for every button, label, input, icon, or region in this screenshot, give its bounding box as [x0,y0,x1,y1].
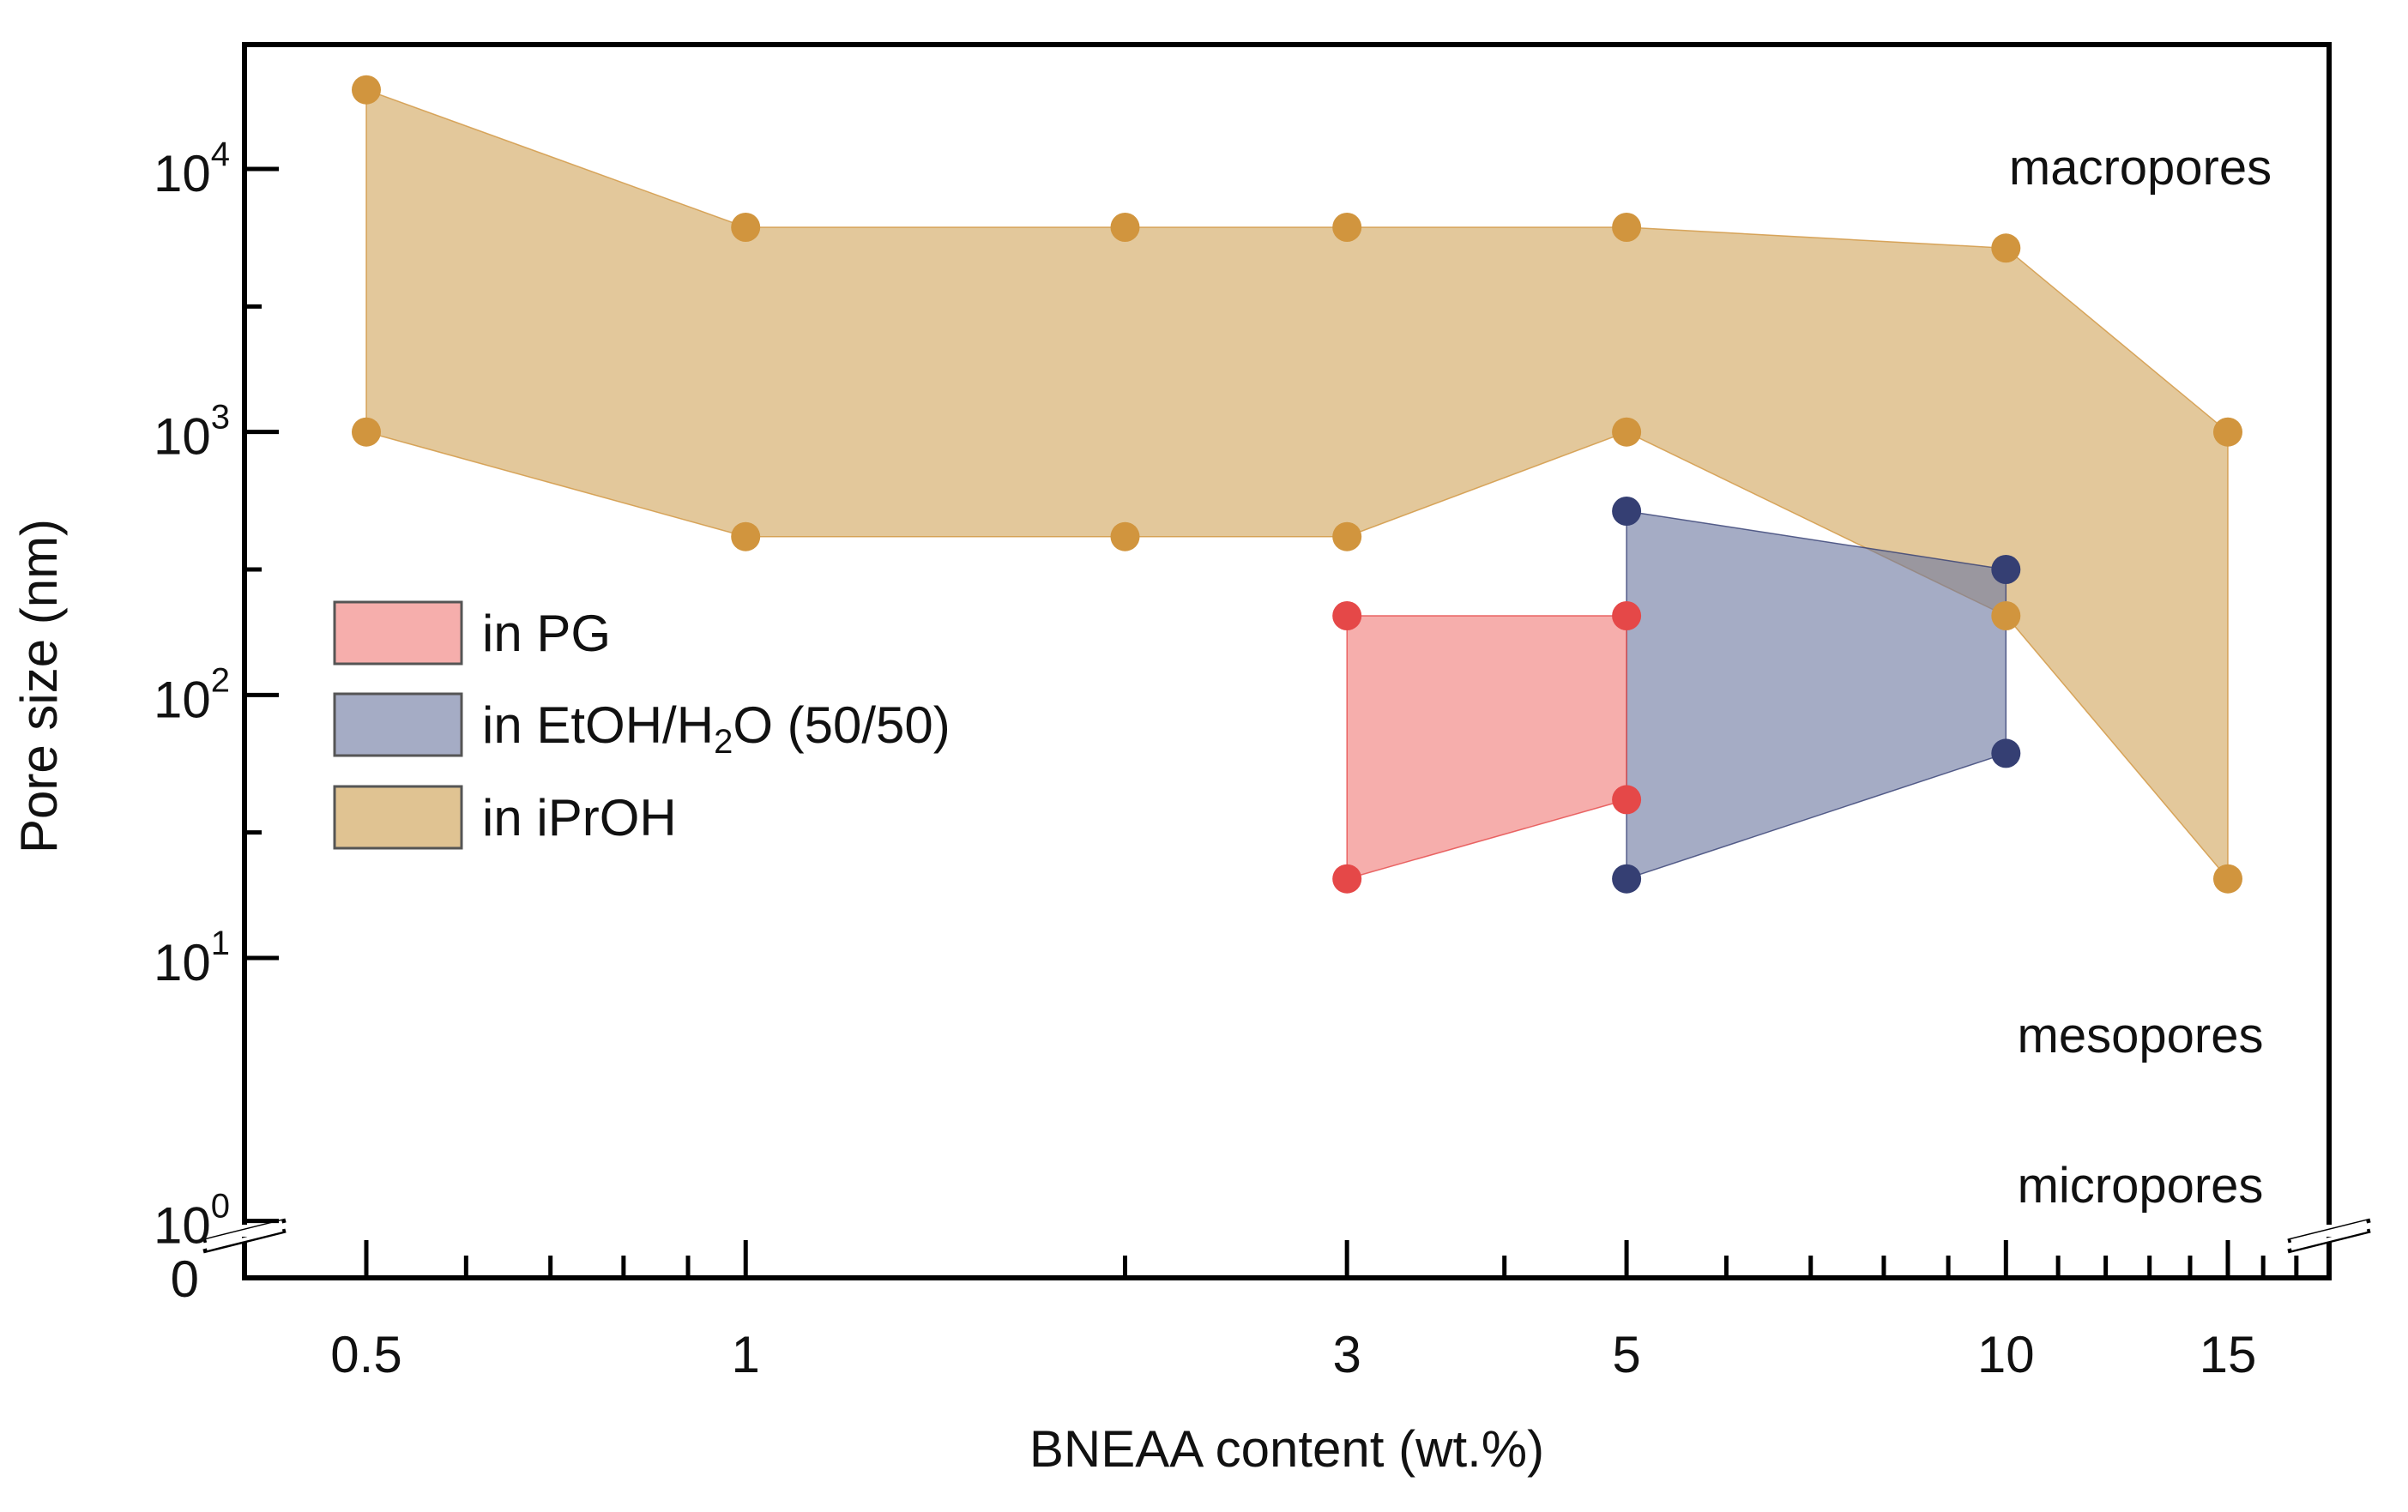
point-etoh-upper [1991,555,2021,584]
point-iproh-upper [352,75,381,105]
region-labels: macropores mesopores micropores [2009,140,2272,1214]
y-axis: 100 101 102 103 104 0 [154,136,279,1308]
x-tick-label: 10 [1977,1326,2035,1383]
x-tick-label: 3 [1332,1326,1361,1383]
point-iproh-upper [1332,213,1362,242]
point-iproh-lower [1991,601,2021,630]
y-tick-label: 100 [154,1188,230,1255]
point-iproh-upper [731,213,761,242]
legend-swatch-iproh [333,785,463,850]
region-label: macropores [2009,140,2272,196]
axis-break-gap [206,1220,283,1244]
region-label: mesopores [2018,1008,2264,1063]
legend-swatch-pg [333,600,463,666]
point-etoh-lower [1991,738,2021,768]
frame-lower [242,1237,2332,1280]
legend-swatch-etoh [333,692,463,757]
point-iproh-lower [1110,521,1140,551]
point-iproh-lower [352,417,381,447]
area-etoh [1626,510,2007,880]
point-iproh-lower [1612,417,1642,447]
legend-label-iproh: in iPrOH [482,789,677,846]
point-etoh-upper [1612,497,1642,526]
point-pg-upper [1612,601,1642,630]
axis-break-gap [2290,1228,2368,1250]
x-tick-label: 5 [1612,1326,1640,1383]
point-etoh-lower [1612,864,1642,894]
x-axis-title: BNEAA content (wt.%) [1029,1420,1544,1478]
y-tick-label: 101 [154,925,230,991]
point-iproh-lower [731,521,761,551]
point-iproh-upper [2213,417,2242,447]
x-tick-label: 1 [732,1326,760,1383]
area-pg [1346,615,1627,880]
frame-upper [242,42,2332,1225]
axis-titles: BNEAA content (wt.%) Pore size (nm) [10,519,1544,1478]
region-label: micropores [2018,1158,2264,1214]
point-iproh-upper [1612,213,1642,242]
x-tick-label: 0.5 [330,1326,401,1383]
legend-label-pg: in PG [482,605,611,662]
point-iproh-upper [1991,233,2021,263]
y-tick-label: 104 [154,136,230,202]
x-tick-label: 15 [2200,1326,2257,1383]
y-tick-label: 102 [154,661,230,728]
y-tick-label: 103 [154,399,230,466]
point-pg-lower [1332,864,1362,894]
legend: in PG in EtOH/H2O (50/50) in iPrOH [333,600,951,850]
point-pg-lower [1612,785,1642,815]
legend-label-etoh: in EtOH/H2O (50/50) [482,696,951,761]
axes-frame [202,42,2371,1280]
x-axis: 0.5 1 3 5 10 15 [330,1240,2299,1383]
y-zero-label: 0 [171,1250,199,1308]
point-iproh-lower [1332,521,1362,551]
area-layer [365,88,2229,881]
y-axis-title: Pore size (nm) [10,519,68,853]
point-iproh-upper [1110,213,1140,242]
axis-break-gap [206,1228,283,1250]
marker-layer [352,75,2242,894]
point-pg-upper [1332,601,1362,630]
axis-break-gap [2290,1220,2368,1244]
point-iproh-lower [2213,864,2242,894]
